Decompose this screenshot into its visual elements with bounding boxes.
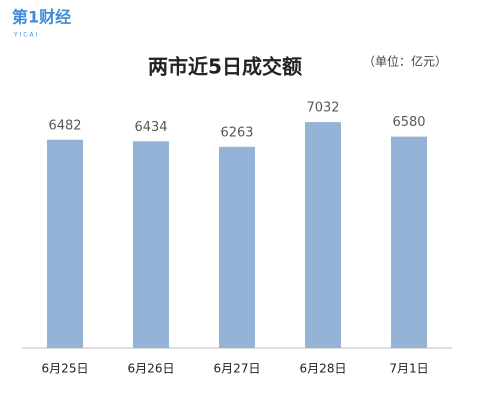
x-tick-label: 6月26日 (128, 362, 175, 376)
logo-subtext: Y I C A I (13, 32, 37, 39)
logo-text: 第1财经 (12, 8, 71, 27)
x-tick-label: 7月1日 (389, 362, 428, 376)
x-tick-label: 6月28日 (300, 362, 347, 376)
chart-title: 两市近5日成交额 (148, 55, 302, 79)
bar (391, 136, 427, 348)
x-tick-label: 6月27日 (214, 362, 261, 376)
chart-subtitle: （单位：亿元） (363, 54, 447, 69)
bar (219, 146, 255, 348)
value-label: 6482 (48, 118, 81, 133)
value-label: 7032 (306, 101, 339, 116)
bar (47, 139, 83, 348)
value-label: 6263 (220, 125, 253, 140)
bar (305, 122, 341, 348)
bar (133, 141, 169, 348)
x-tick-label: 6月25日 (42, 362, 89, 376)
value-label: 6434 (134, 120, 167, 135)
value-label: 6580 (392, 115, 425, 130)
